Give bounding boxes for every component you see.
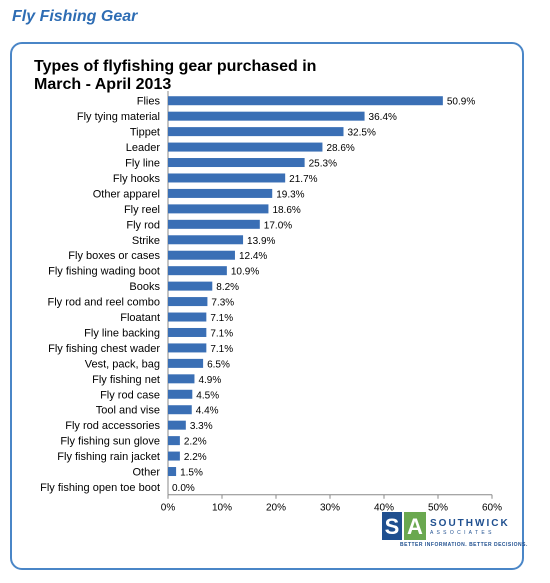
bar [168,343,207,353]
value-label: 7.3% [211,298,234,309]
category-label: Fly fishing net [92,374,160,386]
x-tick-label: 10% [212,503,232,514]
category-label: Fly fishing chest wader [48,343,160,355]
logo-name: SOUTHWICK [430,518,510,529]
bar [168,374,195,384]
category-label: Tool and vise [96,405,160,417]
category-label: Flies [137,96,161,108]
category-label: Fly tying material [77,111,160,123]
bar [168,96,443,106]
bar [168,389,193,399]
value-label: 21.7% [289,174,317,185]
category-label: Fly fishing sun glove [60,436,160,448]
bar [168,142,323,152]
value-label: 28.6% [326,143,354,154]
value-label: 18.6% [272,205,300,216]
bar [168,266,227,276]
value-label: 17.0% [264,220,292,231]
value-label: 8.2% [216,282,239,293]
bar [168,188,273,198]
logo-subtitle: A S S O C I A T E S [430,530,493,536]
category-label: Fly fishing wading boot [48,266,160,278]
bar [168,219,260,229]
category-label: Fly rod case [100,389,160,401]
category-label: Fly boxes or cases [68,250,160,262]
value-label: 2.2% [184,437,207,448]
value-label: 4.5% [196,390,219,401]
value-label: 7.1% [210,344,233,355]
value-label: 13.9% [247,236,275,247]
value-label: 0.0% [172,483,195,494]
svg-text:A: A [407,514,423,539]
value-label: 50.9% [447,97,475,108]
svg-text:S: S [385,514,400,539]
bar [168,467,177,477]
chart-title: Types of flyfishing gear purchased in Ma… [34,58,317,93]
category-label: Floatant [120,312,160,324]
chart-panel [10,42,524,570]
category-label: Fly reel [124,204,160,216]
category-label: Fly fishing open toe boot [40,482,160,494]
value-label: 19.3% [276,189,304,200]
bar [168,204,269,214]
value-label: 4.4% [196,406,219,417]
category-label: Fly fishing rain jacket [57,451,160,463]
value-label: 3.3% [190,421,213,432]
x-tick-label: 40% [374,503,394,514]
bar [168,111,365,121]
value-label: 32.5% [348,128,376,139]
bar [168,235,244,245]
value-label: 4.9% [198,375,221,386]
category-label: Other [132,467,160,479]
bar [168,436,180,446]
logo-tagline: BETTER INFORMATION. BETTER DECISIONS. [400,542,528,548]
value-label: 7.1% [210,328,233,339]
value-label: 12.4% [239,251,267,262]
bar [168,420,186,430]
bar [168,297,208,307]
value-label: 6.5% [207,359,230,370]
category-label: Tippet [130,127,160,139]
page-title: Fly Fishing Gear [12,8,138,25]
bar [168,358,204,368]
category-label: Fly line [125,158,160,170]
x-tick-label: 0% [161,503,176,514]
sa-logo-icon: S A [382,512,426,540]
bar [168,173,286,183]
category-label: Other apparel [93,188,160,200]
category-label: Vest, pack, bag [85,358,160,370]
x-tick-label: 50% [428,503,448,514]
category-label: Fly line backing [84,327,160,339]
bar [168,127,344,137]
bar [168,312,207,322]
value-label: 7.1% [210,313,233,324]
value-label: 2.2% [184,452,207,463]
bar [168,158,305,168]
category-label: Fly rod and reel combo [48,297,161,309]
company-logo: S A SOUTHWICK A S S O C I A T E S BETTER… [382,512,527,556]
category-label: Books [129,281,160,293]
x-tick-label: 30% [320,503,340,514]
value-label: 10.9% [231,267,259,278]
category-label: Leader [126,142,161,154]
value-label: 36.4% [369,112,397,123]
category-label: Fly rod accessories [65,420,160,432]
x-tick-label: 20% [266,503,286,514]
bar [168,327,207,337]
value-label: 1.5% [180,468,203,479]
bar [168,451,180,461]
category-label: Fly rod [126,219,160,231]
category-label: Fly hooks [113,173,161,185]
x-tick-label: 60% [482,503,502,514]
category-label: Strike [132,235,160,247]
bar [168,405,192,415]
value-label: 25.3% [309,159,337,170]
bar [168,281,213,291]
bar [168,250,235,260]
